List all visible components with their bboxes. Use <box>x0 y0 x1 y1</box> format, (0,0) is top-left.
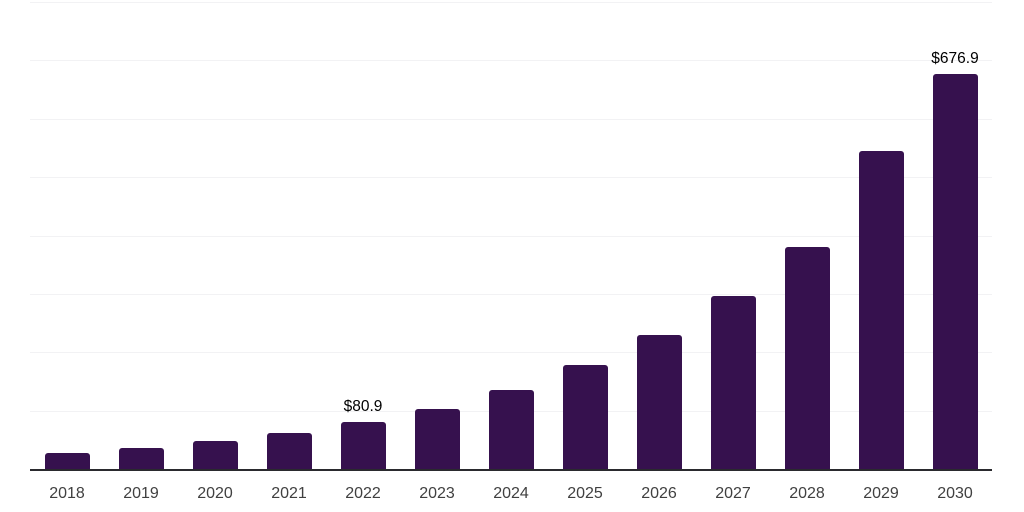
x-tick-label-2028: 2028 <box>789 485 825 502</box>
gridline <box>30 2 992 3</box>
bar-2029 <box>858 150 904 469</box>
x-tick-label-2025: 2025 <box>567 485 603 502</box>
bar-2030 <box>932 73 978 469</box>
gridline <box>30 352 992 354</box>
bar-2025 <box>562 364 608 469</box>
x-tick-label-2019: 2019 <box>123 485 159 502</box>
bar-2024 <box>488 390 534 469</box>
x-tick-label-2018: 2018 <box>49 485 85 502</box>
bar-value-label-2030: $676.9 <box>931 49 979 67</box>
x-tick-label-2026: 2026 <box>641 485 677 502</box>
bar-2022 <box>340 421 386 469</box>
x-tick-label-2022: 2022 <box>345 485 381 502</box>
bar-2026 <box>636 334 682 469</box>
bar-2028 <box>784 247 830 469</box>
x-tick-label-2023: 2023 <box>419 485 455 502</box>
bar-2023 <box>414 408 460 469</box>
x-axis-line <box>30 469 992 471</box>
bar-2027 <box>710 295 756 469</box>
bar-2019 <box>118 447 164 469</box>
gridline <box>30 177 992 179</box>
bar-2021 <box>266 432 312 469</box>
x-tick-label-2030: 2030 <box>937 485 973 502</box>
x-tick-label-2021: 2021 <box>271 485 307 502</box>
bar-2020 <box>192 441 238 469</box>
bar-value-label-2022: $80.9 <box>343 397 383 415</box>
gridline <box>30 235 992 237</box>
bar-2018 <box>44 453 90 469</box>
x-tick-label-2024: 2024 <box>493 485 529 502</box>
x-tick-label-2020: 2020 <box>197 485 233 502</box>
x-tick-label-2027: 2027 <box>715 485 751 502</box>
gridline <box>30 60 992 62</box>
gridline <box>30 118 992 120</box>
x-tick-label-2029: 2029 <box>863 485 899 502</box>
gridline <box>30 293 992 295</box>
